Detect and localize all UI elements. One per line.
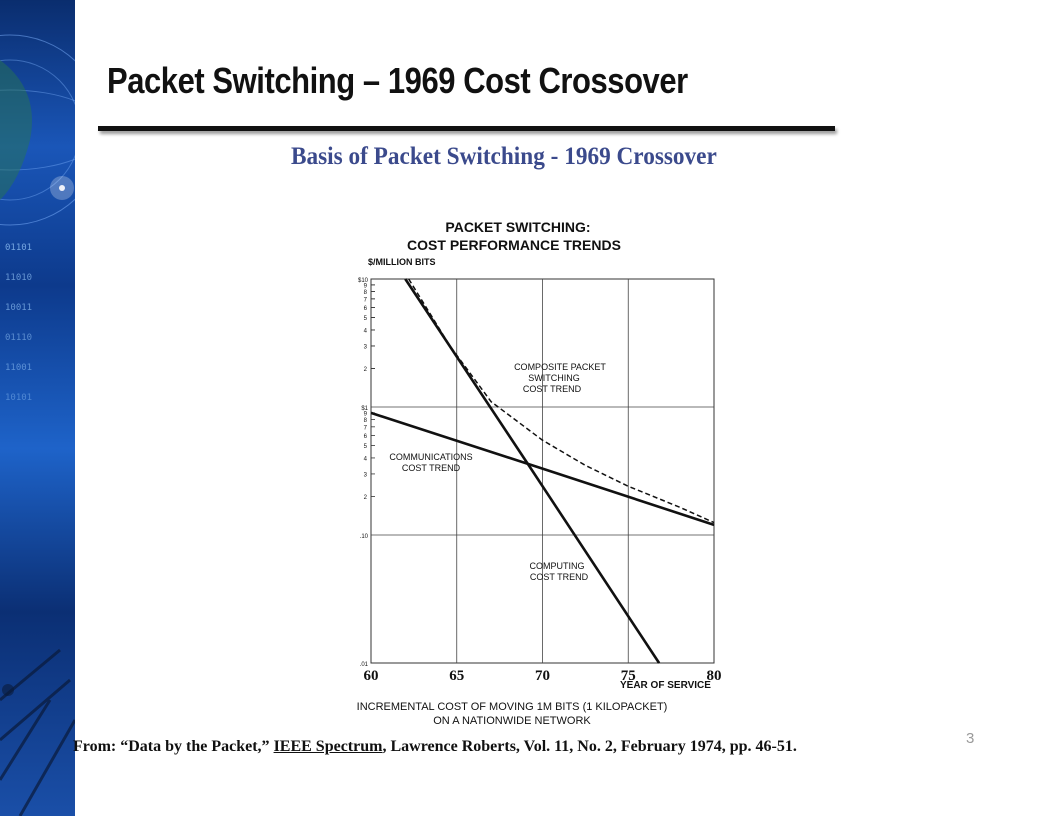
composite-label-line3: COST TREND xyxy=(523,384,582,394)
chart-caption-line2: ON A NATIONWIDE NETWORK xyxy=(433,715,591,727)
y-tick-label: 5 xyxy=(364,316,368,322)
cost-trend-chart: PACKET SWITCHING: COST PERFORMANCE TREND… xyxy=(357,219,722,727)
communications-cost-line xyxy=(370,411,715,527)
citation-suffix: , Lawrence Roberts, Vol. 11, No. 2, Febr… xyxy=(382,738,797,755)
y-tick-label: $1 xyxy=(361,406,368,412)
composite-label-line1: COMPOSITE PACKET xyxy=(514,362,606,372)
y-tick-label: .01 xyxy=(360,662,369,668)
y-tick-label: .10 xyxy=(360,534,369,540)
y-tick-label: 6 xyxy=(364,306,368,312)
globe-pattern-icon: 01101 11010 10011 01110 11001 10101 xyxy=(0,34,75,816)
y-tick-label: 3 xyxy=(364,472,368,478)
citation-journal: IEEE Spectrum xyxy=(273,738,383,755)
y-tick-label: 2 xyxy=(364,495,368,501)
y-tick-label: 2 xyxy=(364,367,368,373)
y-tick-label: 8 xyxy=(364,290,368,296)
chart-grid xyxy=(370,278,715,664)
chart-caption-line1: INCREMENTAL COST OF MOVING 1M BITS (1 KI… xyxy=(357,701,668,713)
svg-text:10101: 10101 xyxy=(5,393,32,403)
x-tick-label: 70 xyxy=(535,668,550,684)
x-tick-label: 60 xyxy=(364,668,379,684)
y-tick-label: 8 xyxy=(364,418,368,424)
x-tick-label: 65 xyxy=(449,668,464,684)
svg-text:01110: 01110 xyxy=(5,333,32,343)
y-tick-label: 4 xyxy=(364,328,368,334)
x-axis-label: YEAR OF SERVICE xyxy=(620,680,711,691)
chart-title-line1: PACKET SWITCHING: xyxy=(445,219,590,235)
series-lines xyxy=(370,278,715,664)
y-tick-label: 6 xyxy=(364,434,368,440)
y-axis-label: $/MILLION BITS xyxy=(368,257,436,267)
decorative-side-strip: 01101 11010 10011 01110 11001 10101 xyxy=(0,0,75,816)
x-tick-label: 75 xyxy=(621,668,636,684)
citation-prefix: From: “Data by the Packet,” xyxy=(73,738,270,755)
svg-text:11010: 11010 xyxy=(5,273,32,283)
svg-text:11001: 11001 xyxy=(5,363,32,373)
slide-title: Packet Switching – 1969 Cost Crossover xyxy=(107,60,688,101)
chart-title-line2: COST PERFORMANCE TRENDS xyxy=(407,237,621,253)
y-tick-label: 3 xyxy=(364,344,368,350)
y-tick-label: 9 xyxy=(364,283,368,289)
computing-label-line1: COMPUTING xyxy=(530,561,585,571)
source-citation: From: “Data by the Packet,” IEEE Spectru… xyxy=(73,738,797,756)
y-tick-label: 7 xyxy=(364,297,368,303)
computing-label-line2: COST TREND xyxy=(530,572,589,582)
communications-label-line1: COMMUNICATIONS xyxy=(389,452,472,462)
y-tick-label: 9 xyxy=(364,411,368,417)
composite-label-line2: SWITCHING xyxy=(528,373,580,383)
communications-label-line2: COST TREND xyxy=(402,463,461,473)
svg-text:01101: 01101 xyxy=(5,243,32,253)
svg-text:10011: 10011 xyxy=(5,303,32,313)
x-tick-label: 80 xyxy=(707,668,722,684)
x-axis-tick-labels: 60 65 70 75 80 xyxy=(364,668,722,684)
slide-number: 3 xyxy=(966,730,975,747)
y-tick-label: 7 xyxy=(364,425,368,431)
figure-heading: Basis of Packet Switching - 1969 Crossov… xyxy=(291,143,717,170)
y-tick-label: $10 xyxy=(358,278,369,284)
y-tick-label: 5 xyxy=(364,444,368,450)
title-rule xyxy=(98,126,835,131)
y-tick-label: 4 xyxy=(364,456,368,462)
composite-cost-line xyxy=(408,278,715,524)
